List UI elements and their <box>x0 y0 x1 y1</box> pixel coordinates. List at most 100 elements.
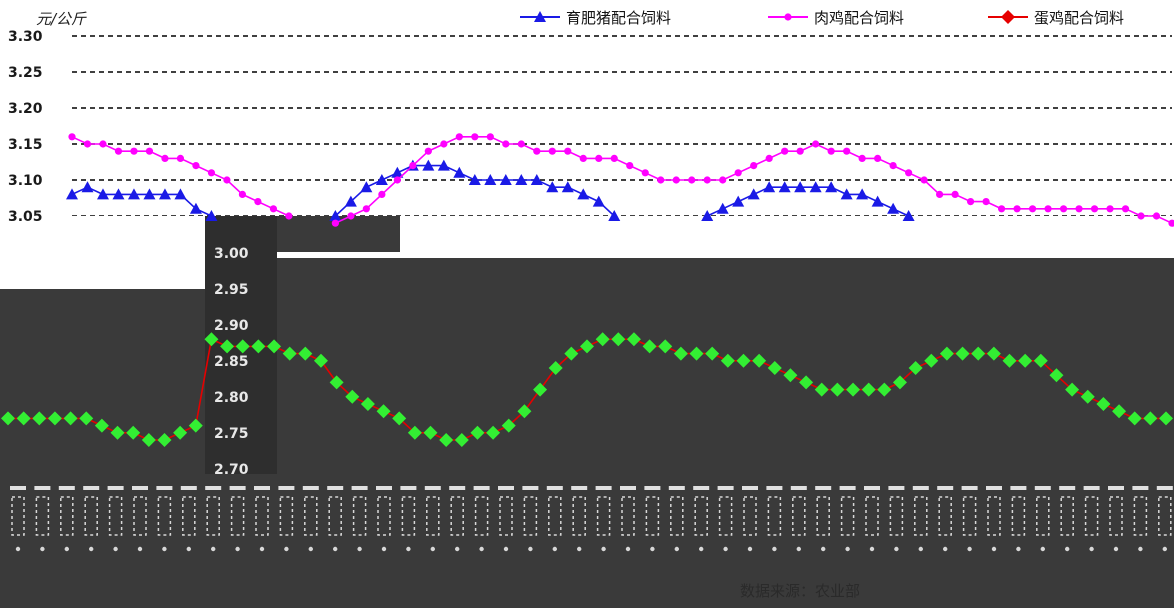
x-tick-mark <box>864 486 880 490</box>
data-point <box>971 346 986 361</box>
legend-label: 育肥猪配合饲料 <box>566 9 671 27</box>
data-point <box>424 147 432 155</box>
y-tick-label: 3.20 <box>8 101 43 117</box>
data-point <box>1028 205 1037 213</box>
data-point <box>812 140 820 148</box>
data-point <box>705 346 720 361</box>
data-point <box>701 210 714 221</box>
data-point <box>47 411 62 426</box>
data-point <box>517 140 525 148</box>
data-point <box>673 346 688 361</box>
legend: 育肥猪配合饲料 肉鸡配合饲料 蛋鸡配合饲料 <box>520 9 1124 27</box>
data-point <box>846 382 861 397</box>
data-point <box>409 162 417 170</box>
data-point <box>997 205 1006 213</box>
data-point <box>453 166 466 178</box>
x-tick-mark <box>254 486 270 490</box>
x-tick-label-glyph <box>987 496 1001 536</box>
data-point <box>1059 205 1068 213</box>
data-point <box>592 195 605 207</box>
data-point <box>783 368 798 383</box>
data-point <box>345 389 360 404</box>
data-point <box>564 346 579 361</box>
data-point <box>1018 353 1033 368</box>
data-point <box>471 133 479 141</box>
x-tick-dot <box>357 546 362 552</box>
data-point <box>1033 353 1048 368</box>
data-point <box>825 181 838 193</box>
x-tick-mark <box>473 486 490 490</box>
x-tick-dot <box>625 546 631 552</box>
data-point <box>298 346 313 361</box>
y-unit-label: 元/公斤 <box>36 10 87 28</box>
data-point <box>79 411 94 426</box>
data-point <box>577 188 590 200</box>
data-point <box>564 147 572 155</box>
data-point <box>778 181 791 193</box>
x-tick-dot <box>137 546 143 552</box>
data-point <box>130 147 138 155</box>
data-point <box>376 404 391 419</box>
data-point <box>642 339 657 354</box>
x-tick-label-glyph <box>938 496 952 536</box>
x-tick-label-glyph <box>499 496 513 536</box>
x-tick-dot <box>479 546 484 552</box>
data-point <box>501 418 516 433</box>
x-tick-dot <box>650 546 655 552</box>
data-point <box>81 181 94 193</box>
data-point <box>611 332 626 347</box>
data-point <box>220 339 235 354</box>
x-tick-dot <box>943 546 948 552</box>
x-tick-label-glyph <box>548 496 562 536</box>
data-point <box>269 205 278 213</box>
data-point <box>114 147 123 155</box>
x-tick-label-glyph <box>743 496 757 536</box>
x-tick-dot <box>381 546 387 552</box>
x-tick-label-glyph <box>767 496 782 536</box>
data-point <box>641 169 649 177</box>
data-point <box>1090 205 1099 213</box>
data-point <box>502 140 510 148</box>
x-tick-label-glyph <box>1109 496 1123 536</box>
y-tick-label: 2.75 <box>214 426 249 442</box>
y-tick-label: 2.85 <box>214 354 249 370</box>
x-tick-dot <box>455 546 460 552</box>
data-point <box>1002 353 1017 368</box>
data-point <box>858 154 866 162</box>
x-tick-mark <box>888 486 905 490</box>
x-tick-label-glyph <box>523 496 538 536</box>
x-tick-label-glyph <box>865 496 879 536</box>
data-point <box>533 382 548 397</box>
x-tick-mark <box>546 486 563 490</box>
x-tick-dot <box>601 546 606 552</box>
x-tick-mark <box>839 486 856 490</box>
x-tick-mark <box>595 486 612 490</box>
x-tick-mark <box>1156 486 1173 490</box>
x-tick-mark <box>961 486 978 490</box>
x-tick-mark <box>229 486 246 490</box>
data-point <box>892 375 907 390</box>
x-tick-dot <box>1040 546 1046 552</box>
data-point <box>889 162 897 170</box>
data-point <box>282 346 297 361</box>
panel-gap <box>276 252 1174 258</box>
data-point <box>1152 212 1161 220</box>
data-point <box>484 174 497 185</box>
x-tick-mark <box>34 486 51 490</box>
data-point <box>344 195 357 207</box>
data-point <box>608 210 621 221</box>
x-tick-label-glyph <box>352 496 367 536</box>
x-tick-mark <box>498 486 514 490</box>
data-point <box>360 181 373 193</box>
x-tick-mark <box>107 486 124 490</box>
data-point <box>936 190 944 198</box>
x-tick-dot <box>259 546 265 552</box>
x-tick-dot <box>723 546 728 552</box>
data-point <box>548 361 563 375</box>
data-point <box>223 176 231 184</box>
data-point <box>530 174 543 185</box>
x-tick-dot <box>503 546 509 552</box>
data-point <box>626 332 641 347</box>
x-tick-dot <box>747 546 753 552</box>
data-point <box>517 404 532 419</box>
